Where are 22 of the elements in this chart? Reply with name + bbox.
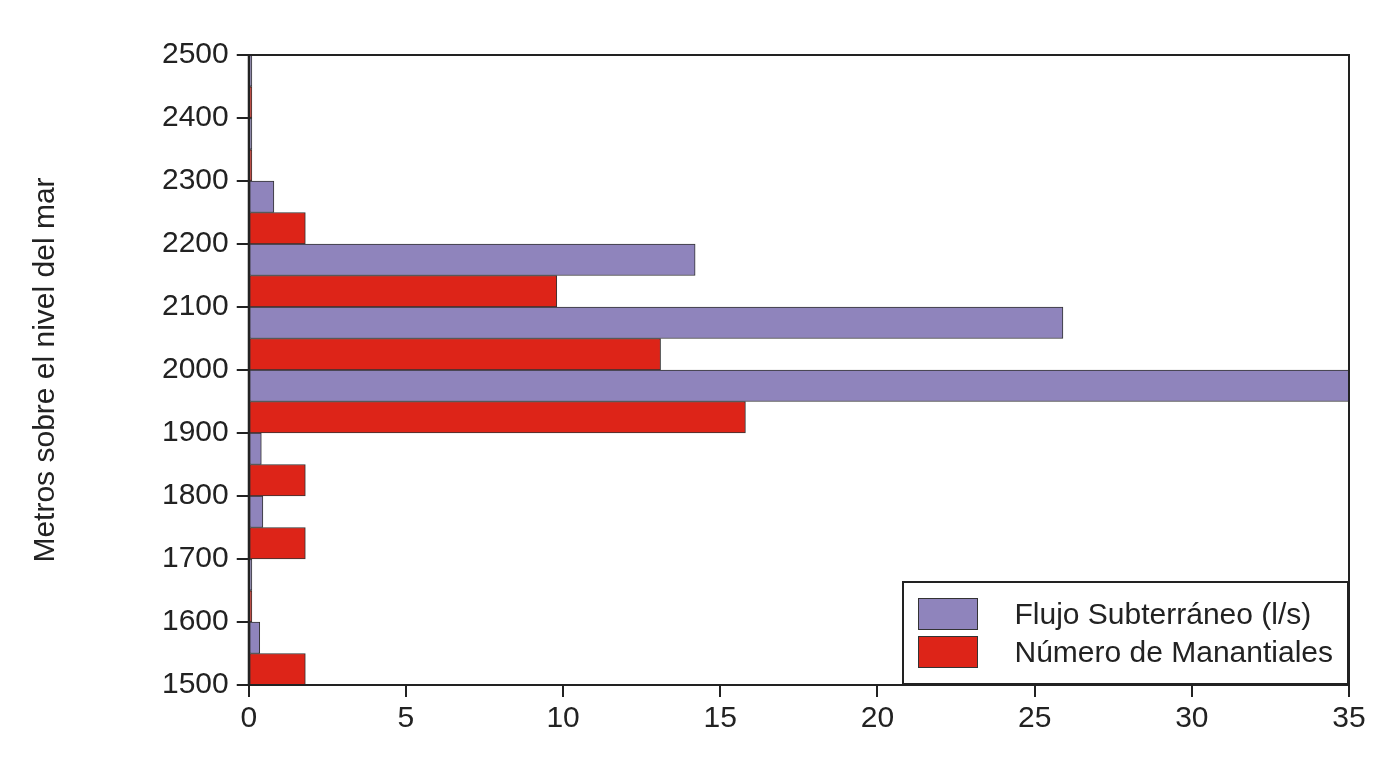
x-tick-label: 30 [1175,700,1209,734]
x-tick-label: 20 [860,700,895,734]
y-tick-label: 2500 [161,36,229,70]
x-tick-label: 25 [1017,700,1052,734]
y-tick-label: 1800 [161,477,229,511]
x-tick-label: 0 [240,700,258,734]
y-tick-label: 2300 [161,162,229,196]
y-axis-title: Metros sobre el nivel del mar [27,177,61,563]
y-tick-label: 1900 [161,414,229,448]
y-tick-label: 2100 [161,288,229,322]
y-tick-label: 2000 [161,351,229,385]
x-tick-label: 35 [1332,700,1366,734]
legend-label: Número de Manantiales [1014,635,1333,669]
legend-label: Flujo Subterráneo (l/s) [1014,597,1312,631]
x-tick-label: 15 [703,700,737,734]
y-tick-label: 1700 [161,540,229,574]
x-tick-label: 5 [397,700,415,734]
x-tick-label: 10 [546,700,580,734]
y-tick-label: 1500 [161,666,229,700]
y-tick-label: 2400 [161,99,229,133]
y-tick-label: 1600 [161,603,229,637]
y-tick-label: 2200 [161,225,229,259]
